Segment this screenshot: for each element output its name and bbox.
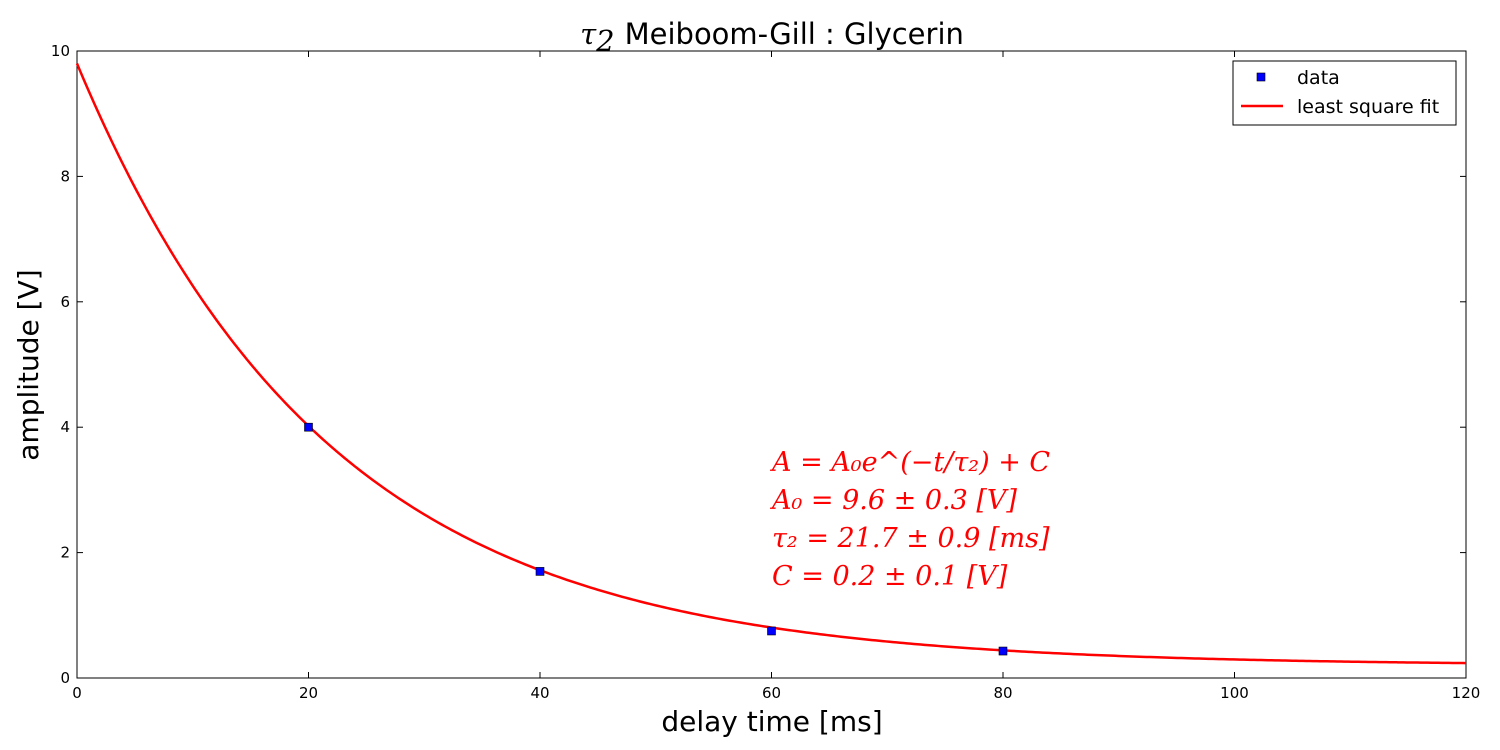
annotation-line-2: A₀ = 9.6 ± 0.3 [V]: [769, 485, 1017, 516]
annotation-line-1: A = A₀e^(−t/τ₂) + C: [769, 447, 1050, 478]
y-axis-title: amplitude [V]: [12, 269, 45, 460]
data-point: [535, 567, 545, 576]
data-point: [767, 626, 776, 636]
chart-title: τ2 Meiboom-Gill : Glycerin: [580, 17, 964, 58]
x-tick-label: 120: [1452, 684, 1481, 702]
legend: data least square fit: [1232, 60, 1457, 126]
y-tick-label: 0: [60, 669, 70, 687]
y-tick-label: 10: [51, 42, 70, 60]
x-tick-label: 80: [993, 684, 1012, 702]
plot-area: [76, 50, 1467, 679]
legend-box: [1232, 60, 1457, 126]
x-tick-label: 100: [1220, 684, 1249, 702]
annotation-line-4: C = 0.2 ± 0.1 [V]: [772, 561, 1008, 592]
axis-ticks: [76, 50, 1467, 679]
legend-label-data: data: [1297, 67, 1340, 89]
y-tick-label: 2: [60, 544, 70, 562]
data-point: [304, 422, 313, 432]
legend-marker-data: [1256, 72, 1266, 82]
chart-title-text: Meiboom-Gill : Glycerin: [625, 17, 964, 51]
annotation-line-3: τ₂ = 21.7 ± 0.9 [ms]: [772, 523, 1050, 554]
y-tick-label: 8: [60, 167, 70, 185]
fit-annotation: A = A₀e^(−t/τ₂) + C A₀ = 9.6 ± 0.3 [V] τ…: [769, 447, 1050, 592]
x-tick-label: 0: [72, 684, 82, 702]
x-tick-label: 20: [299, 684, 318, 702]
legend-label-fit: least square fit: [1297, 96, 1439, 118]
x-tick-label: 60: [762, 684, 781, 702]
y-tick-label: 4: [60, 418, 70, 436]
data-points: [304, 422, 1008, 656]
tick-labels: 0 20 40 60 80 100 120 0 2 4 6 8 10: [51, 42, 1480, 702]
data-point: [998, 646, 1008, 656]
x-axis-title: delay time [ms]: [661, 705, 882, 738]
chart-title-symbol-subscript: 2: [595, 24, 614, 58]
x-tick-label: 40: [530, 684, 549, 702]
chart-title-symbol: τ: [580, 17, 597, 51]
y-tick-label: 6: [60, 293, 70, 311]
